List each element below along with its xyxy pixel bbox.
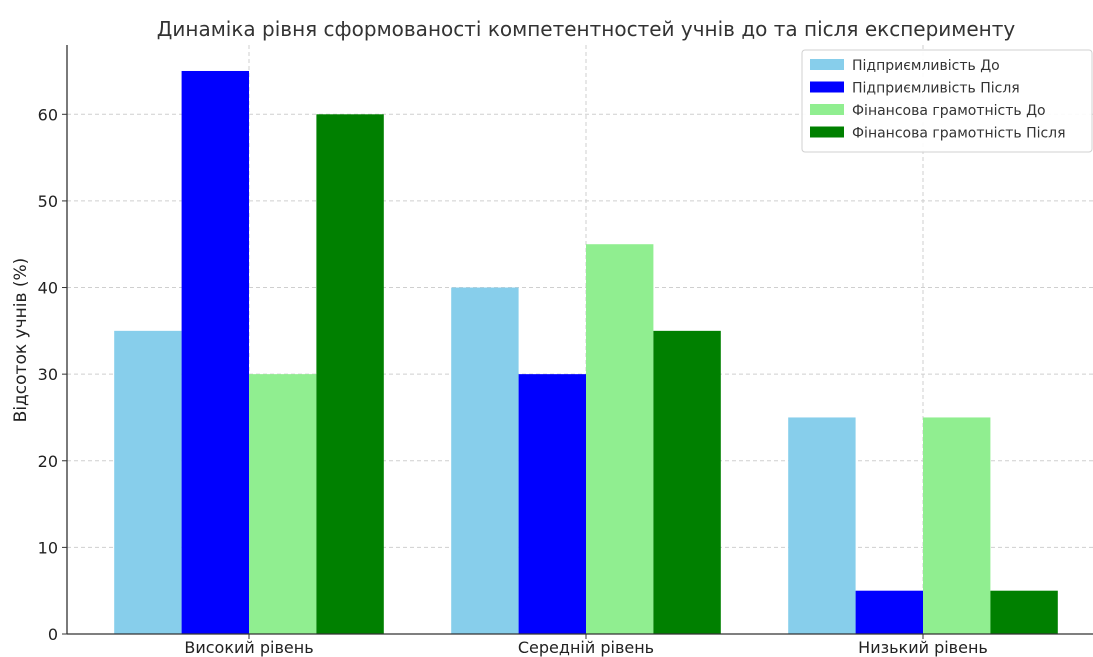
bar bbox=[653, 330, 721, 634]
legend-label: Фінансова грамотність Після bbox=[852, 126, 1066, 142]
bar bbox=[451, 287, 519, 634]
legend-swatch bbox=[810, 81, 844, 93]
y-ticks: 0 10 20 30 40 50 60 bbox=[38, 105, 67, 644]
y-tick-label: 30 bbox=[38, 365, 58, 384]
y-tick-label: 0 bbox=[48, 625, 58, 644]
y-tick-label: 60 bbox=[38, 105, 58, 124]
bar bbox=[855, 590, 923, 634]
bars bbox=[114, 70, 1058, 634]
bar bbox=[181, 70, 249, 634]
y-tick-label: 40 bbox=[38, 279, 58, 298]
legend-frame bbox=[801, 49, 1093, 153]
legend-label: Фінансова грамотність До bbox=[852, 103, 1046, 119]
legend-label: Підприємливість Після bbox=[852, 81, 1020, 97]
axes bbox=[66, 45, 1093, 635]
x-tick-label: Низький рівень bbox=[858, 638, 988, 657]
bar bbox=[923, 417, 991, 634]
legend-swatch bbox=[810, 59, 844, 70]
chart-title: Динаміка рівня сформованості компетентно… bbox=[157, 17, 1016, 41]
legend-swatch bbox=[810, 104, 844, 115]
bar bbox=[316, 114, 384, 634]
bar bbox=[114, 330, 182, 634]
legend: Підприємливість До Підприємливість Після Ф… bbox=[801, 49, 1093, 153]
x-tick-label: Середній рівень bbox=[518, 638, 654, 657]
legend-label: Підприємливість До bbox=[852, 58, 1000, 74]
y-axis-label: Відсоток учнів (%) bbox=[11, 258, 31, 423]
legend-swatch bbox=[810, 126, 844, 138]
bar bbox=[788, 417, 856, 634]
bar bbox=[249, 374, 317, 634]
bar bbox=[518, 374, 586, 634]
y-tick-label: 20 bbox=[38, 452, 58, 471]
bar bbox=[990, 590, 1058, 634]
y-tick-label: 10 bbox=[38, 538, 58, 557]
bar bbox=[586, 244, 654, 634]
y-tick-label: 50 bbox=[38, 192, 58, 211]
x-ticks: Високий рівень Середній рівень Низький рів… bbox=[184, 634, 988, 657]
x-tick-label: Високий рівень bbox=[184, 638, 313, 657]
